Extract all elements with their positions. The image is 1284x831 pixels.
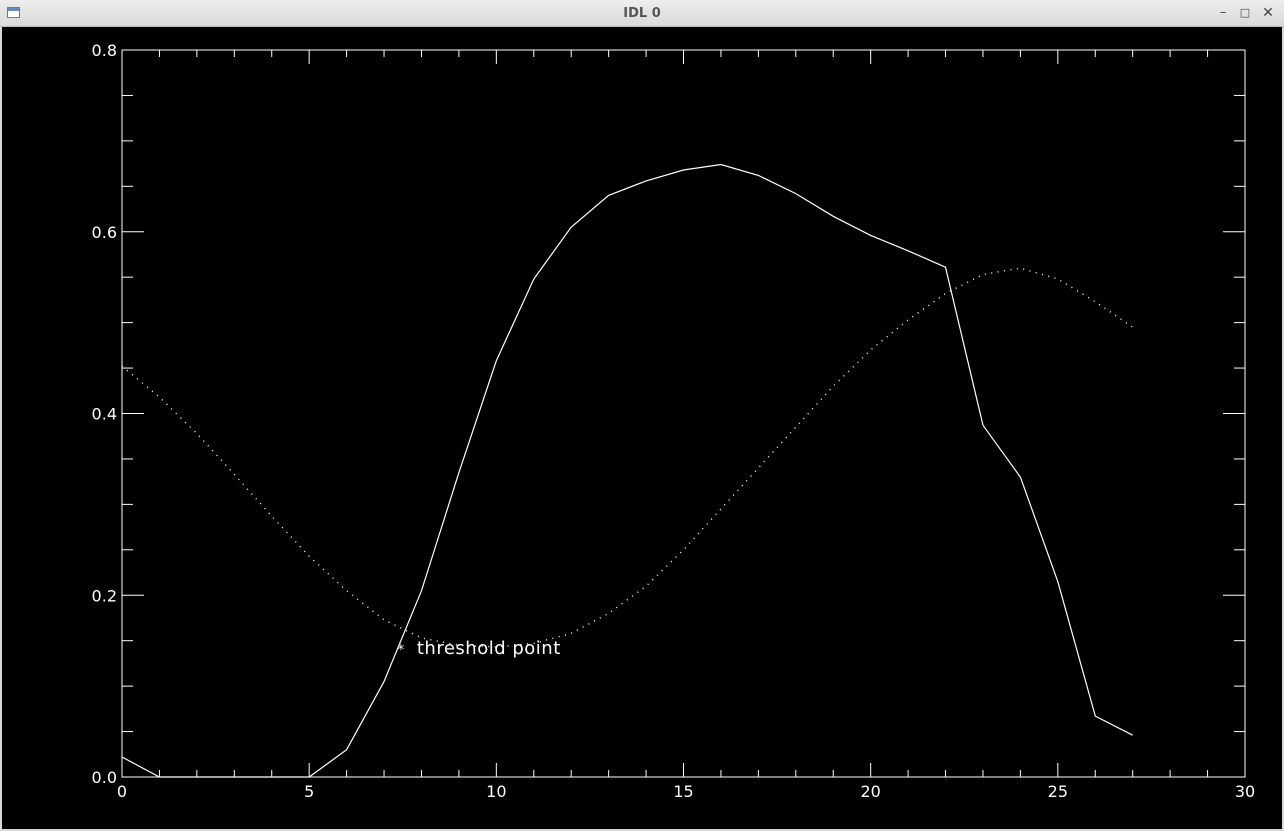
- x-tick-label: 10: [486, 782, 506, 801]
- minimize-button[interactable]: –: [1219, 5, 1227, 20]
- x-tick-label: 15: [673, 782, 693, 801]
- chart-svg: 0 5 10 15 20 25 30 0.0 0.2 0.4 0.6 0.8 * threshold po…: [92, 41, 1256, 801]
- maximize-button[interactable]: □: [1239, 6, 1251, 19]
- annotation-marker: *: [398, 643, 405, 658]
- y-tick-label: 0.2: [92, 586, 117, 605]
- y-tick-label: 0.0: [92, 768, 117, 787]
- window-menu-icon[interactable]: [7, 7, 20, 18]
- x-tick-label: 0: [117, 782, 127, 801]
- y-tick-label: 0.6: [92, 223, 117, 242]
- close-button[interactable]: ✕: [1262, 5, 1274, 21]
- x-tick-label: 5: [304, 782, 314, 801]
- x-tick-label: 20: [860, 782, 880, 801]
- y-tick-label: 0.8: [92, 41, 117, 60]
- annotation-label: threshold point: [417, 638, 561, 659]
- plot-frame: [121, 49, 1246, 778]
- title-bar[interactable]: IDL 0 – □ ✕: [0, 0, 1284, 27]
- solid-series-line: [121, 163, 1133, 778]
- plot-canvas: 0 5 10 15 20 25 30 0.0 0.2 0.4 0.6 0.8 * threshold po…: [2, 27, 1282, 829]
- x-tick-label: 30: [1235, 782, 1255, 801]
- x-tick-label: 25: [1048, 782, 1068, 801]
- window-title: IDL 0: [623, 6, 661, 21]
- y-tick-label: 0.4: [92, 405, 117, 424]
- dotted-series-line: [121, 267, 1134, 648]
